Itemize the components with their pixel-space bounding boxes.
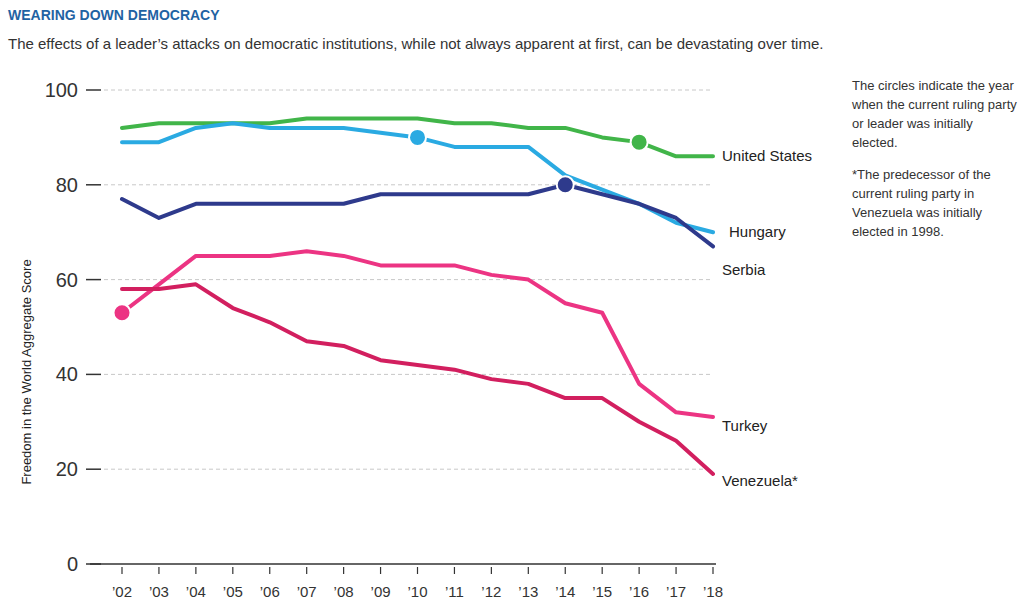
x-tick-label: ’04 <box>186 583 206 600</box>
notes: The circles indicate the year when the c… <box>852 76 1020 254</box>
series-line <box>122 185 713 247</box>
election-marker <box>409 129 426 146</box>
grid-line <box>104 90 713 91</box>
series-line <box>122 251 713 417</box>
y-tick-label: 0 <box>67 553 78 575</box>
series-label: United States <box>722 147 812 164</box>
x-tick <box>158 567 159 574</box>
x-tick-label: ’03 <box>149 583 169 600</box>
x-tick-label: ’14 <box>555 583 575 600</box>
x-tick <box>306 567 307 574</box>
grid-line <box>104 374 713 375</box>
election-marker <box>631 134 648 151</box>
x-tick-label: ’13 <box>518 583 538 600</box>
x-tick-label: ’05 <box>223 583 243 600</box>
y-axis-label: Freedom in the World Aggregate Score <box>19 259 34 484</box>
x-tick <box>639 567 640 574</box>
annotation: The circles indicate the year when the c… <box>852 76 1020 152</box>
y-tick-label: 100 <box>45 79 78 101</box>
series-line <box>122 123 713 232</box>
x-tick-label: ’12 <box>481 583 501 600</box>
y-tick-label: 80 <box>56 174 78 196</box>
x-axis-line <box>90 563 716 565</box>
x-tick-label: ’07 <box>297 583 317 600</box>
x-tick-label: ’09 <box>371 583 391 600</box>
series-label: Venezuela* <box>722 472 798 489</box>
x-tick <box>417 567 418 574</box>
y-tick <box>86 184 101 186</box>
x-tick-label: ’18 <box>703 583 723 600</box>
y-tick-label: 20 <box>56 458 78 480</box>
y-tick <box>86 89 101 91</box>
series-labels: United States Hungary Serbia Turkey Venezuel… <box>722 147 812 489</box>
plot-area <box>114 118 714 474</box>
x-tick-label: ’16 <box>629 583 649 600</box>
x-tick <box>565 567 566 574</box>
election-marker <box>557 176 574 193</box>
series-line <box>122 284 713 474</box>
x-tick-label: ’11 <box>445 583 464 600</box>
x-tick <box>491 567 492 574</box>
x-tick <box>602 567 603 574</box>
x-tick <box>675 567 676 574</box>
y-tick <box>86 279 101 281</box>
x-tick <box>528 567 529 574</box>
y-tick <box>86 374 101 376</box>
x-tick <box>343 567 344 574</box>
x-tick <box>121 567 122 574</box>
x-tick <box>269 567 270 574</box>
title: WEARING DOWN DEMOCRACY <box>8 7 220 23</box>
x-tick <box>712 567 713 574</box>
series-label: Turkey <box>722 417 768 434</box>
subtitle: The effects of a leader’s attacks on dem… <box>8 35 823 52</box>
annotation: *The predecessor of the current ruling p… <box>852 165 1020 241</box>
x-tick-label: ’10 <box>407 583 427 600</box>
series-label: Hungary <box>729 223 786 240</box>
grid-line <box>104 469 713 470</box>
x-tick-label: ’06 <box>260 583 280 600</box>
chart-root: WEARING DOWN DEMOCRACY The effects of a l… <box>0 0 1024 611</box>
x-tick-label: ’15 <box>592 583 612 600</box>
x-tick-label: ’08 <box>334 583 354 600</box>
x-tick <box>380 567 381 574</box>
x-tick-label: ’02 <box>112 583 132 600</box>
x-tick <box>195 567 196 574</box>
series-label: Serbia <box>722 261 766 278</box>
grid-line <box>104 279 713 280</box>
x-tick-label: ’17 <box>666 583 686 600</box>
x-tick <box>454 567 455 574</box>
y-tick-label: 40 <box>56 363 78 385</box>
y-tick <box>86 468 101 470</box>
y-tick-label: 60 <box>56 269 78 291</box>
grid-line <box>104 184 713 185</box>
election-marker <box>114 304 131 321</box>
x-tick <box>232 567 233 574</box>
